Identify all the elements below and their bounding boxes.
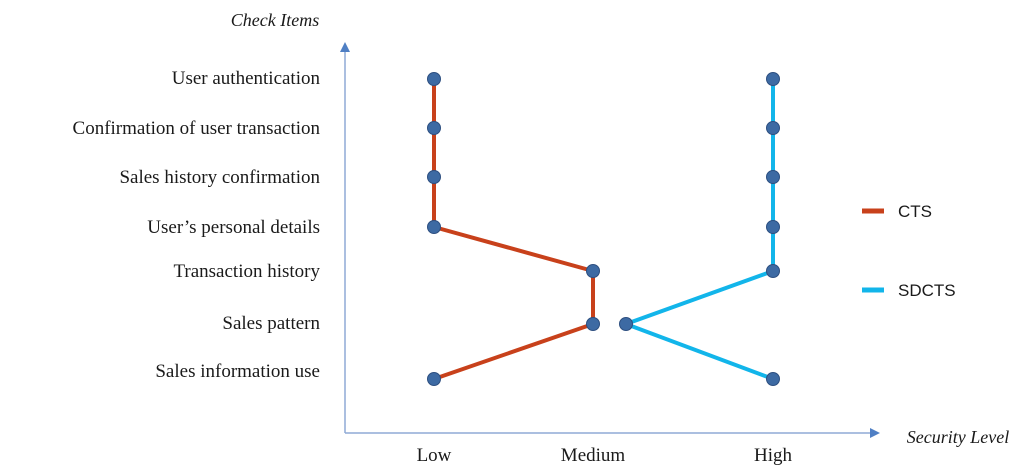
legend-label-sdcts: SDCTS: [898, 281, 956, 300]
data-point-sdcts: [766, 121, 780, 135]
y-tick-label: Sales history confirmation: [119, 167, 320, 188]
x-axis-title: Security Level: [907, 427, 1009, 447]
data-point-sdcts: [619, 317, 633, 331]
legend-label-cts: CTS: [898, 202, 932, 221]
data-point-sdcts: [766, 72, 780, 86]
series-layer: [427, 72, 780, 386]
y-tick-label: Confirmation of user transaction: [73, 118, 321, 139]
y-tick-label: Transaction history: [173, 261, 320, 282]
data-point-cts: [586, 264, 600, 278]
data-point-cts: [427, 372, 441, 386]
y-axis-title: Check Items: [231, 10, 319, 30]
y-tick-label: Sales pattern: [222, 313, 320, 334]
y-tick-label: User’s personal details: [147, 217, 320, 238]
y-tick-label: Sales information use: [155, 361, 320, 382]
series-line-sdcts: [624, 79, 775, 381]
data-point-cts: [427, 170, 441, 184]
data-point-cts: [427, 220, 441, 234]
data-point-cts: [427, 72, 441, 86]
data-point-sdcts: [766, 220, 780, 234]
y-tick-labels: User authentication Confirmation of user…: [73, 68, 321, 382]
data-point-sdcts: [766, 264, 780, 278]
series-line-cts: [432, 79, 595, 381]
legend: CTS SDCTS: [862, 202, 956, 300]
data-point-sdcts: [766, 372, 780, 386]
data-point-cts: [586, 317, 600, 331]
x-tick-label: Medium: [561, 445, 626, 466]
data-point-sdcts: [766, 170, 780, 184]
x-tick-label: Low: [417, 445, 452, 466]
x-tick-label: High: [754, 445, 793, 466]
data-point-cts: [427, 121, 441, 135]
y-tick-label: User authentication: [172, 68, 321, 89]
x-tick-labels: Low Medium High: [417, 445, 793, 466]
